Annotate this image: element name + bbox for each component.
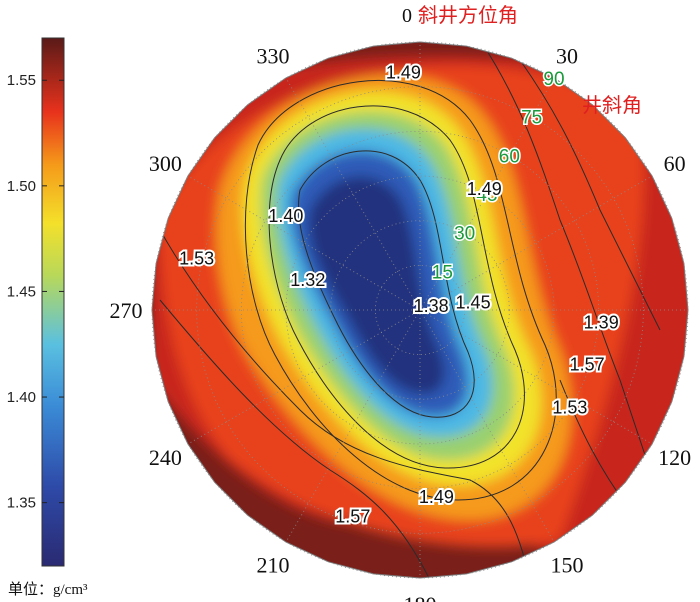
inclination-tick-label: 90 <box>543 69 564 90</box>
contour-value-label: 1.57 <box>570 354 605 374</box>
azimuth-tick-label: 330 <box>257 43 290 68</box>
contour-value-label: 1.49 <box>419 487 454 507</box>
polar-grid <box>151 41 689 579</box>
inclination-tick-label: 75 <box>521 108 542 129</box>
inclination-tick-label: 45 <box>476 185 497 206</box>
band-darkblue <box>308 176 445 395</box>
grid-ring <box>240 130 600 490</box>
contour-line <box>159 299 431 578</box>
grid-spoke <box>419 309 653 445</box>
contour-value-label: 1.40 <box>268 206 303 226</box>
grid-spoke <box>419 77 555 311</box>
colorbar: 1.35 1.40 1.45 1.50 1.55 <box>7 37 65 567</box>
contour-line <box>159 229 531 578</box>
contour-value-label: 1.53 <box>179 248 214 268</box>
azimuth-tick-label: 60 <box>664 151 686 176</box>
inclination-title: 井斜角 <box>582 94 642 117</box>
azimuth-tick-label: 120 <box>658 445 691 470</box>
azimuth-tick-label: 270 <box>110 298 143 323</box>
grid-ring <box>285 175 555 445</box>
contour-value-label: 1.57 <box>335 507 370 527</box>
inclination-tick-label: 60 <box>499 146 520 167</box>
grid-spoke <box>419 309 555 543</box>
field-fill <box>152 42 688 578</box>
azimuth-tick-label: 210 <box>257 553 290 578</box>
azimuth-tick-label: 300 <box>149 151 182 176</box>
colorbar-tick-label: 1.40 <box>7 389 36 406</box>
contour-line <box>298 150 475 418</box>
contour-value-label: 1.38 <box>414 296 449 316</box>
azimuth-tick-label: 30 <box>556 43 578 68</box>
colorbar-tick-label: 1.45 <box>7 283 36 300</box>
contour-line <box>519 59 661 331</box>
field-bands <box>152 55 688 578</box>
azimuth-tick-labels: 30 60 90 120 150 180 210 240 270 300 330 <box>110 43 692 602</box>
azimuth-title: 0 斜井方位角 <box>402 4 518 27</box>
inclination-tick-label: 15 <box>432 262 453 283</box>
colorbar-tick-label: 1.35 <box>7 495 36 512</box>
unit-label: 单位：g/cm³ <box>8 581 88 598</box>
contour-value-label: 1.49 <box>386 62 421 82</box>
inclination-tick-label: 30 <box>454 224 475 245</box>
colorbar-ticks: 1.35 1.40 1.45 1.50 1.55 <box>7 72 64 512</box>
contour-value-label: 1.39 <box>584 313 619 333</box>
azimuth-tick-label: 150 <box>551 553 584 578</box>
grid-spoke <box>285 309 421 543</box>
contour-value-label: 1.45 <box>456 293 491 313</box>
grid-ring <box>196 86 644 534</box>
contour-value-label: 1.32 <box>290 270 325 290</box>
contour-value-label: 1.49 <box>467 179 502 199</box>
polar-field <box>151 41 689 579</box>
grid-ring <box>374 264 466 356</box>
contour-line <box>479 42 651 471</box>
grid-ring <box>151 41 689 579</box>
azimuth-tick-label: 180 <box>404 592 437 602</box>
colorbar-tick-label: 1.50 <box>7 178 36 195</box>
azimuth-tick-label: 240 <box>149 445 182 470</box>
contour-value-label: 1.53 <box>552 397 587 417</box>
contour-value-labels: 1.49 1.49 1.40 1.53 1.32 1.38 1.45 1.39 1.57 1.53… <box>177 60 621 528</box>
colorbar-bar <box>41 37 65 567</box>
grid-spoke <box>187 175 421 311</box>
contour-line <box>244 80 557 501</box>
grid-spoke <box>285 77 421 311</box>
colorbar-tick-label: 1.55 <box>7 72 36 89</box>
contour-lines <box>159 42 661 578</box>
contour-line <box>268 105 525 469</box>
grid-ring <box>330 220 510 400</box>
